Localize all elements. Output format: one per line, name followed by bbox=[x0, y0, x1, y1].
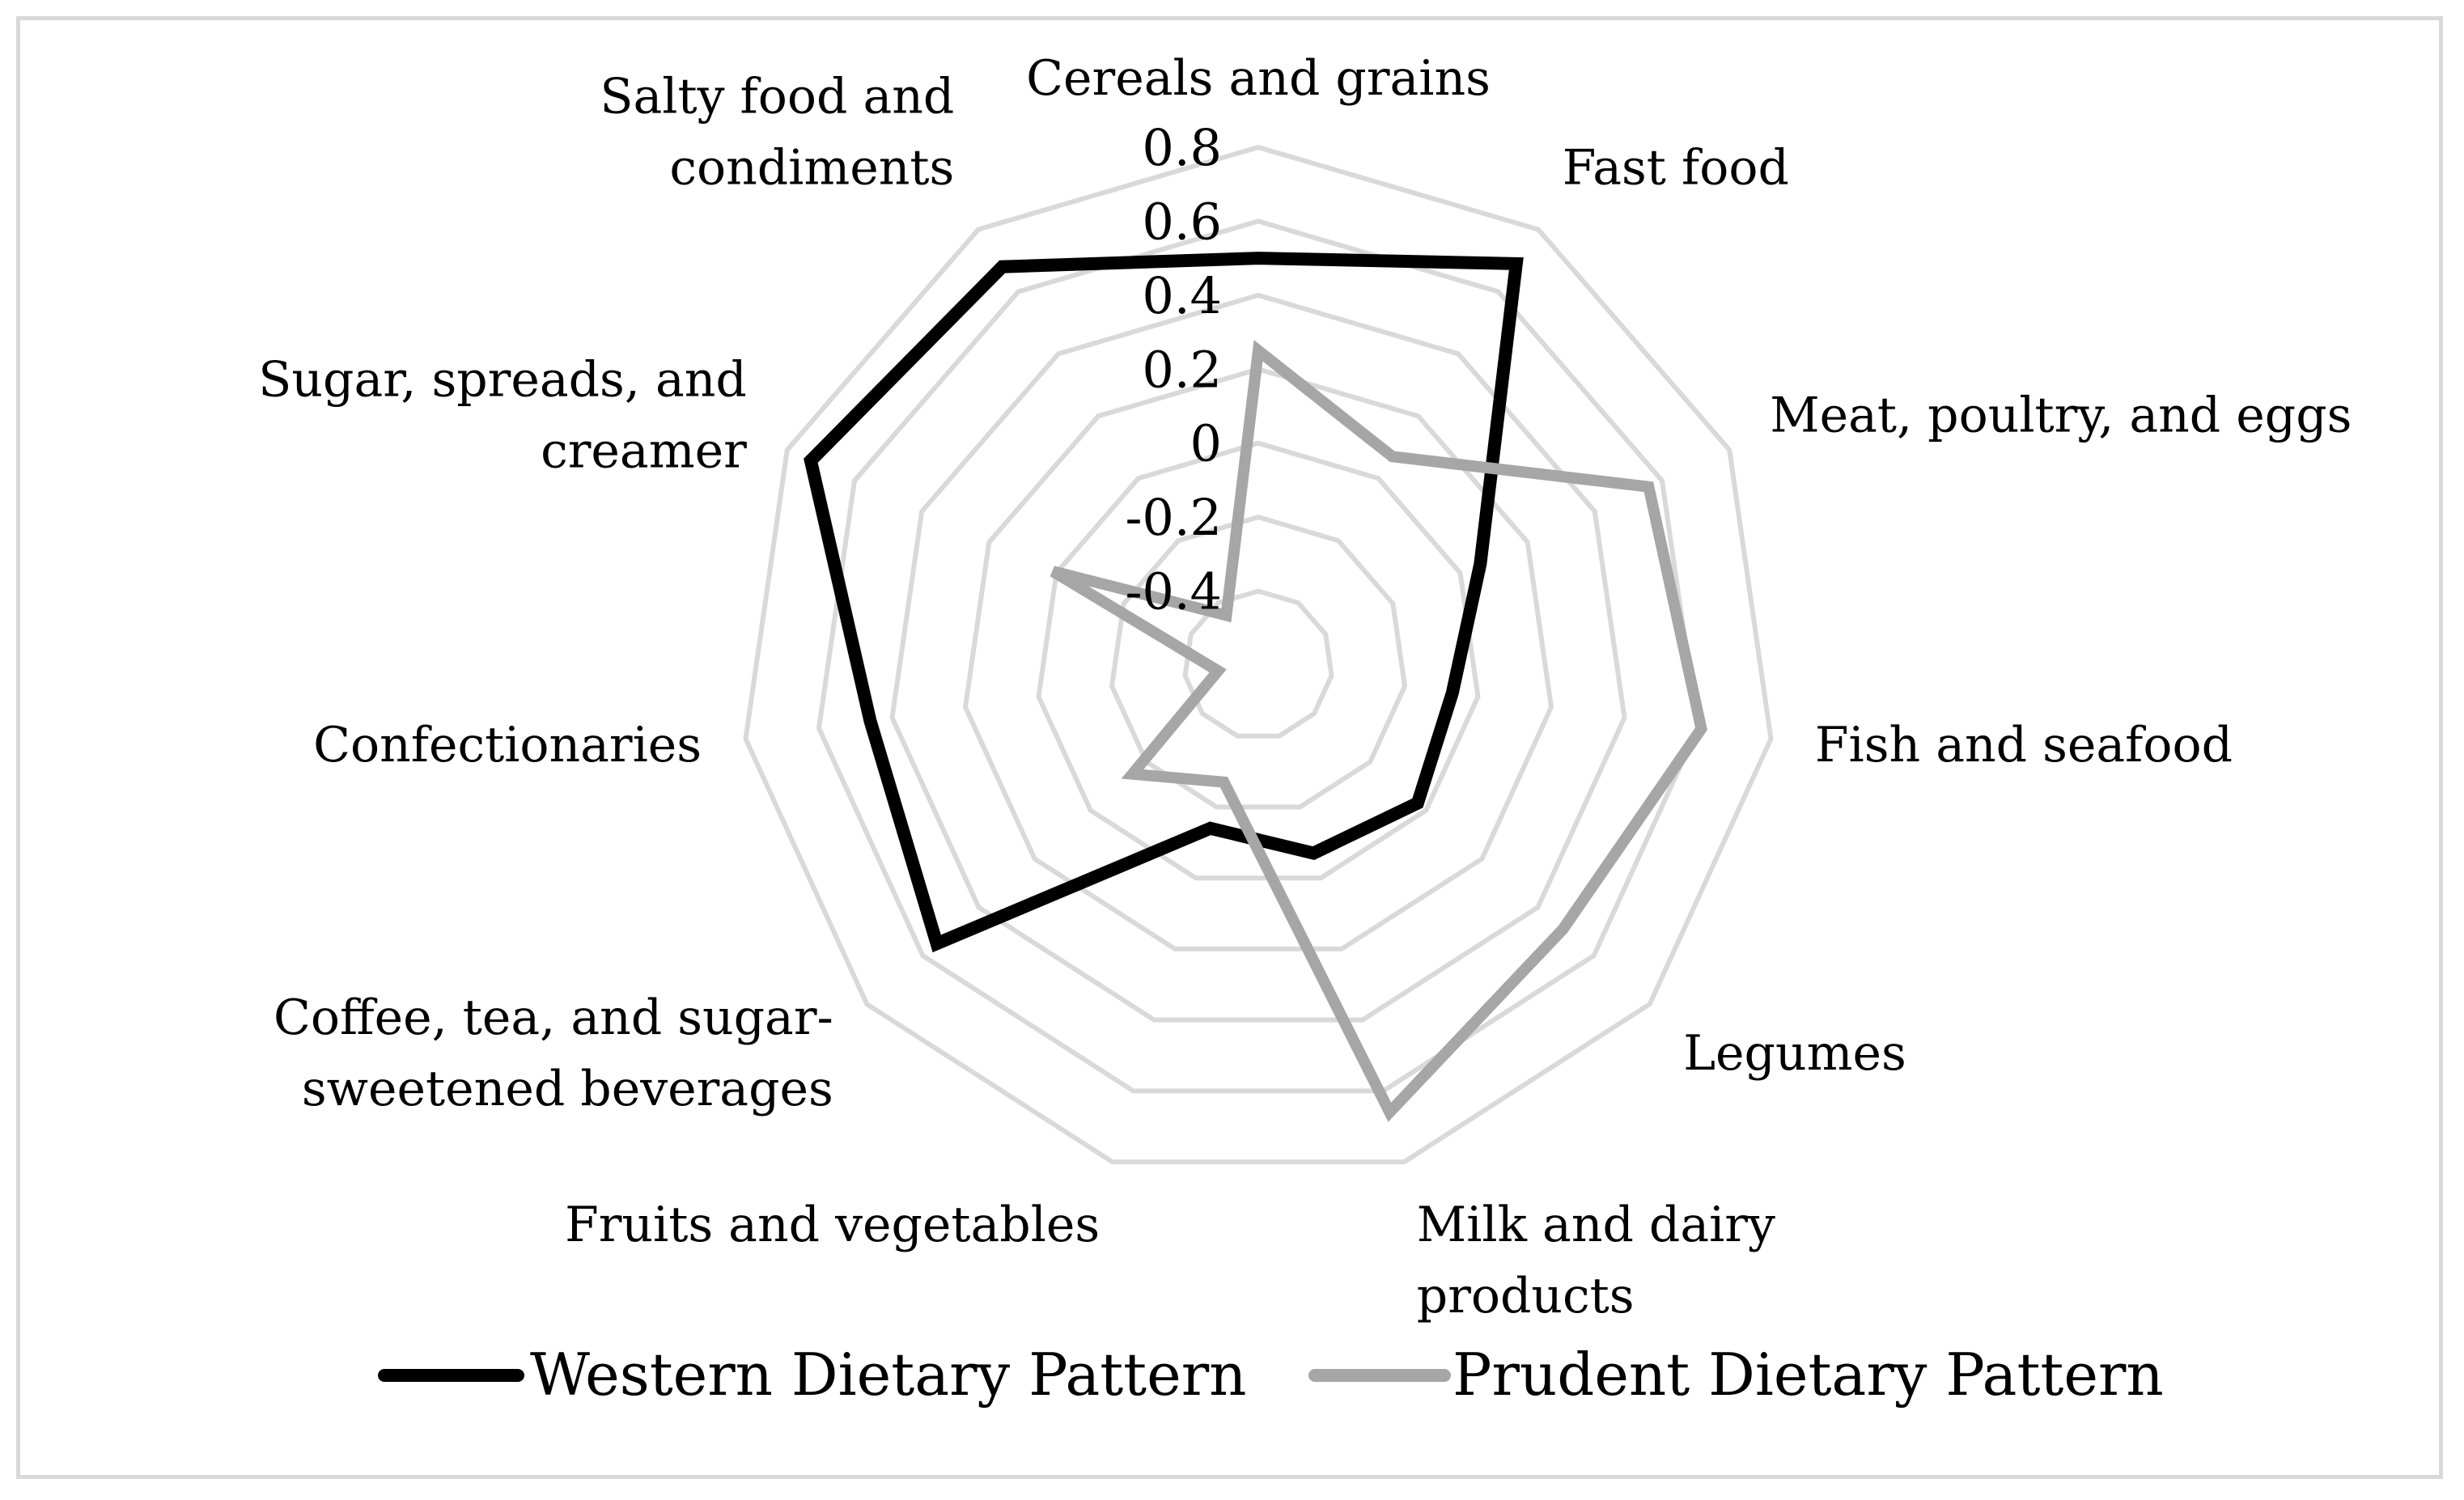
western-point-8 bbox=[869, 720, 872, 722]
western-point-0 bbox=[1257, 257, 1259, 260]
legend-label-western: Western Dietary Pattern bbox=[530, 1341, 1247, 1409]
category-label: Fast food bbox=[1563, 139, 1789, 196]
western-point-6 bbox=[1209, 827, 1211, 829]
category-label: products bbox=[1417, 1268, 1635, 1324]
grid-ring bbox=[1182, 588, 1334, 739]
tick-label: 0 bbox=[1190, 414, 1222, 473]
category-label: condiments bbox=[669, 139, 954, 196]
tick-label: 0.8 bbox=[1142, 118, 1222, 177]
prudent-point-3 bbox=[1700, 727, 1703, 730]
western-point-2 bbox=[1479, 562, 1482, 565]
prudent-point-9 bbox=[1052, 570, 1054, 573]
grid-ring bbox=[1109, 514, 1408, 810]
western-point-5 bbox=[1313, 852, 1315, 854]
western-point-4 bbox=[1416, 802, 1419, 804]
category-label: Sugar, spreads, and bbox=[258, 351, 747, 408]
western-point-7 bbox=[935, 943, 938, 945]
prudent-point-5 bbox=[1389, 1111, 1391, 1113]
radial-tick-labels: -0.4 -0.2 0 0.2 0.4 0.6 0.8 bbox=[1125, 118, 1222, 621]
series-line-western bbox=[804, 252, 1524, 953]
tick-label: -0.2 bbox=[1125, 488, 1222, 547]
category-label: Confectionaries bbox=[313, 717, 702, 773]
category-label: Cereals and grains bbox=[1026, 50, 1491, 107]
western-point-9 bbox=[809, 460, 812, 462]
legend-label-prudent: Prudent Dietary Pattern bbox=[1453, 1341, 2164, 1409]
prudent-point-10 bbox=[1225, 614, 1228, 617]
radar-series bbox=[804, 252, 1707, 1122]
category-label: creamer bbox=[541, 422, 747, 479]
category-label: Salty food and bbox=[600, 68, 954, 125]
grid-ring bbox=[889, 292, 1627, 1023]
grid-ring bbox=[1036, 440, 1481, 881]
category-label: Milk and dairy bbox=[1417, 1197, 1775, 1253]
tick-label: 0.6 bbox=[1142, 192, 1222, 251]
prudent-point-6 bbox=[1223, 781, 1225, 783]
grid-ring bbox=[816, 218, 1701, 1094]
grid-ring bbox=[962, 367, 1554, 951]
category-label: Legumes bbox=[1683, 1025, 1906, 1082]
category-label: sweetened beverages bbox=[302, 1061, 833, 1117]
radar-grid bbox=[743, 144, 1774, 1165]
prudent-point-1 bbox=[1391, 456, 1393, 458]
prudent-point-4 bbox=[1562, 928, 1564, 930]
category-label: Fruits and vegetables bbox=[565, 1197, 1100, 1253]
prudent-point-7 bbox=[1131, 773, 1134, 775]
category-labels: Cereals and grains Fast food Meat, poultry… bbox=[258, 50, 2352, 1324]
grid-ring bbox=[743, 144, 1774, 1165]
series-line-prudent bbox=[1050, 340, 1707, 1122]
prudent-point-0 bbox=[1257, 350, 1259, 352]
category-label: Meat, poultry, and eggs bbox=[1770, 387, 2352, 443]
tick-label: 0.4 bbox=[1142, 266, 1222, 325]
category-label: Coffee, tea, and sugar- bbox=[274, 989, 833, 1046]
western-point-10 bbox=[1001, 265, 1003, 268]
tick-label: -0.4 bbox=[1125, 562, 1222, 621]
western-point-3 bbox=[1451, 692, 1453, 694]
western-point-1 bbox=[1515, 262, 1517, 265]
category-label: Fish and seafood bbox=[1815, 717, 2233, 773]
tick-label: 0.2 bbox=[1142, 340, 1222, 399]
prudent-point-8 bbox=[1217, 670, 1219, 672]
prudent-point-2 bbox=[1648, 485, 1650, 488]
legend: Western Dietary Pattern Prudent Dietary … bbox=[378, 1341, 2164, 1409]
